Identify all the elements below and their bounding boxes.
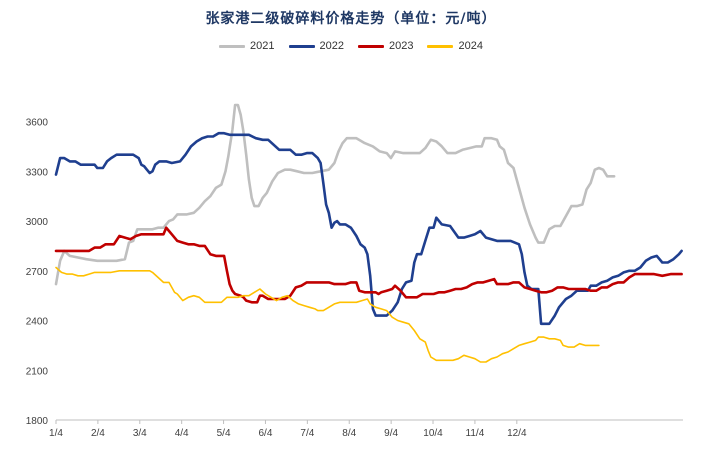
series-line-2024: [55, 266, 600, 363]
x-tick-label: 5/4: [217, 428, 231, 439]
x-tick-label: 10/4: [423, 428, 443, 439]
x-tick-label: 11/4: [466, 428, 485, 439]
x-tick-label: 12/4: [507, 428, 527, 439]
legend-label: 2023: [389, 40, 414, 52]
y-tick-label: 3600: [26, 118, 49, 129]
y-tick-label: 3000: [26, 217, 49, 228]
legend-item-2022: 2022: [288, 40, 344, 52]
x-tick-label: 4/4: [175, 428, 189, 439]
legend-item-2024: 2024: [427, 40, 483, 52]
legend: 2021 2022 2023 2024: [0, 40, 702, 52]
legend-item-2021: 2021: [219, 40, 275, 52]
x-tick-label: 9/4: [384, 428, 398, 439]
legend-swatch: [288, 44, 315, 48]
x-tick-label: 7/4: [300, 428, 314, 439]
series-line-2023: [54, 226, 683, 304]
legend-label: 2024: [458, 40, 483, 52]
legend-swatch: [358, 44, 384, 48]
y-tick-label: 3300: [26, 167, 49, 178]
series-line-2021: [54, 103, 616, 286]
chart-title: 张家港二级破碎料价格走势（单位：元/吨）: [205, 11, 497, 27]
x-tick-label: 1/4: [49, 428, 63, 439]
legend-swatch: [219, 44, 246, 48]
y-tick-label: 2100: [26, 366, 49, 377]
legend-item-2023: 2023: [358, 40, 413, 52]
x-tick-label: 6/4: [259, 428, 273, 439]
legend-label: 2022: [319, 40, 344, 52]
legend-label: 2021: [250, 40, 275, 52]
x-tick-label: 8/4: [342, 428, 356, 439]
y-tick-label: 1800: [26, 416, 49, 427]
x-tick-label: 2/4: [91, 428, 105, 439]
y-tick-label: 2700: [26, 267, 49, 278]
legend-swatch: [427, 44, 454, 48]
series-line-2022: [54, 131, 683, 326]
x-tick-label: 3/4: [133, 428, 147, 439]
y-tick-label: 2400: [26, 317, 49, 328]
